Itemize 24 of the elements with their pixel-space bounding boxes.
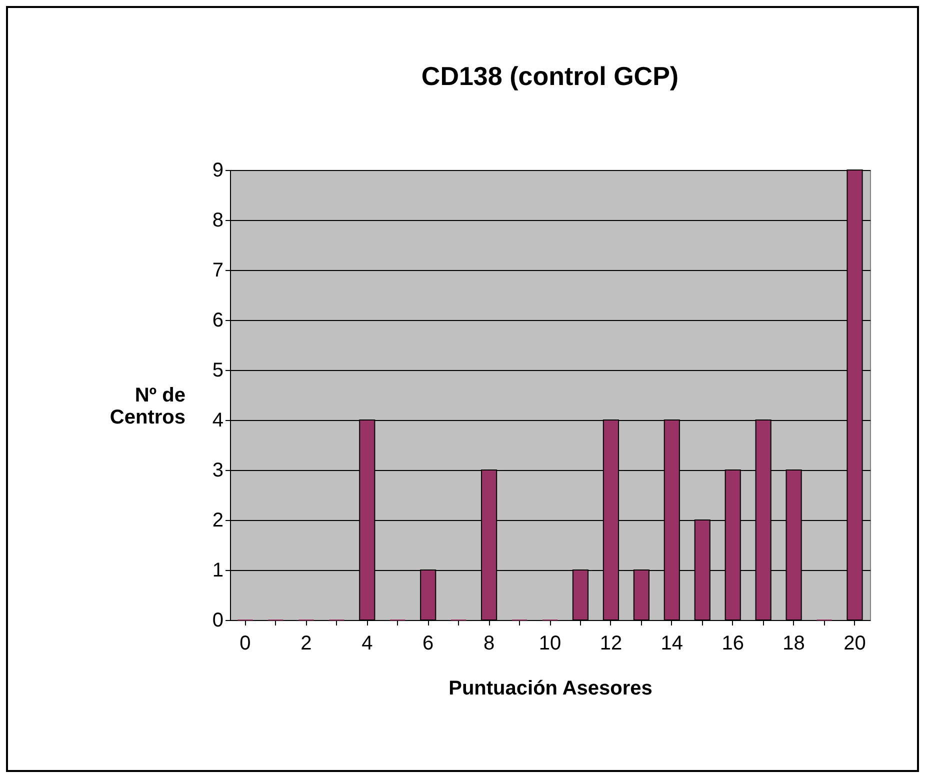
x-tick-label: 14: [660, 632, 684, 654]
y-tick-label: 6: [212, 310, 224, 332]
y-tick-label: 3: [212, 460, 224, 482]
x-tick-label: 12: [600, 632, 622, 654]
x-tick-label: 4: [362, 632, 373, 654]
x-tick-label: 16: [722, 632, 744, 654]
y-tick-label: 7: [212, 260, 224, 282]
y-tick-label: 9: [212, 160, 224, 182]
x-tick-label: 20: [844, 632, 866, 654]
y-tick-label: 8: [212, 210, 224, 232]
y-tick-label: 2: [212, 510, 224, 532]
x-tick-label: 0: [240, 632, 251, 654]
y-tick-label: 5: [212, 360, 224, 382]
x-tick-label: 8: [483, 632, 495, 654]
chart-title: CD138 (control GCP): [421, 61, 679, 91]
y-axis-title: Nº de Centros: [110, 384, 186, 428]
x-axis-title: Puntuación Asesores: [448, 678, 652, 700]
y-tick-label: 0: [212, 610, 224, 632]
y-tick-label: 4: [212, 410, 224, 432]
x-tick-label: 18: [782, 632, 805, 654]
x-tick-label: 10: [538, 632, 562, 654]
x-tick-label: 2: [300, 632, 312, 654]
x-tick-label: 6: [422, 632, 434, 654]
y-tick-label: 1: [212, 560, 224, 582]
